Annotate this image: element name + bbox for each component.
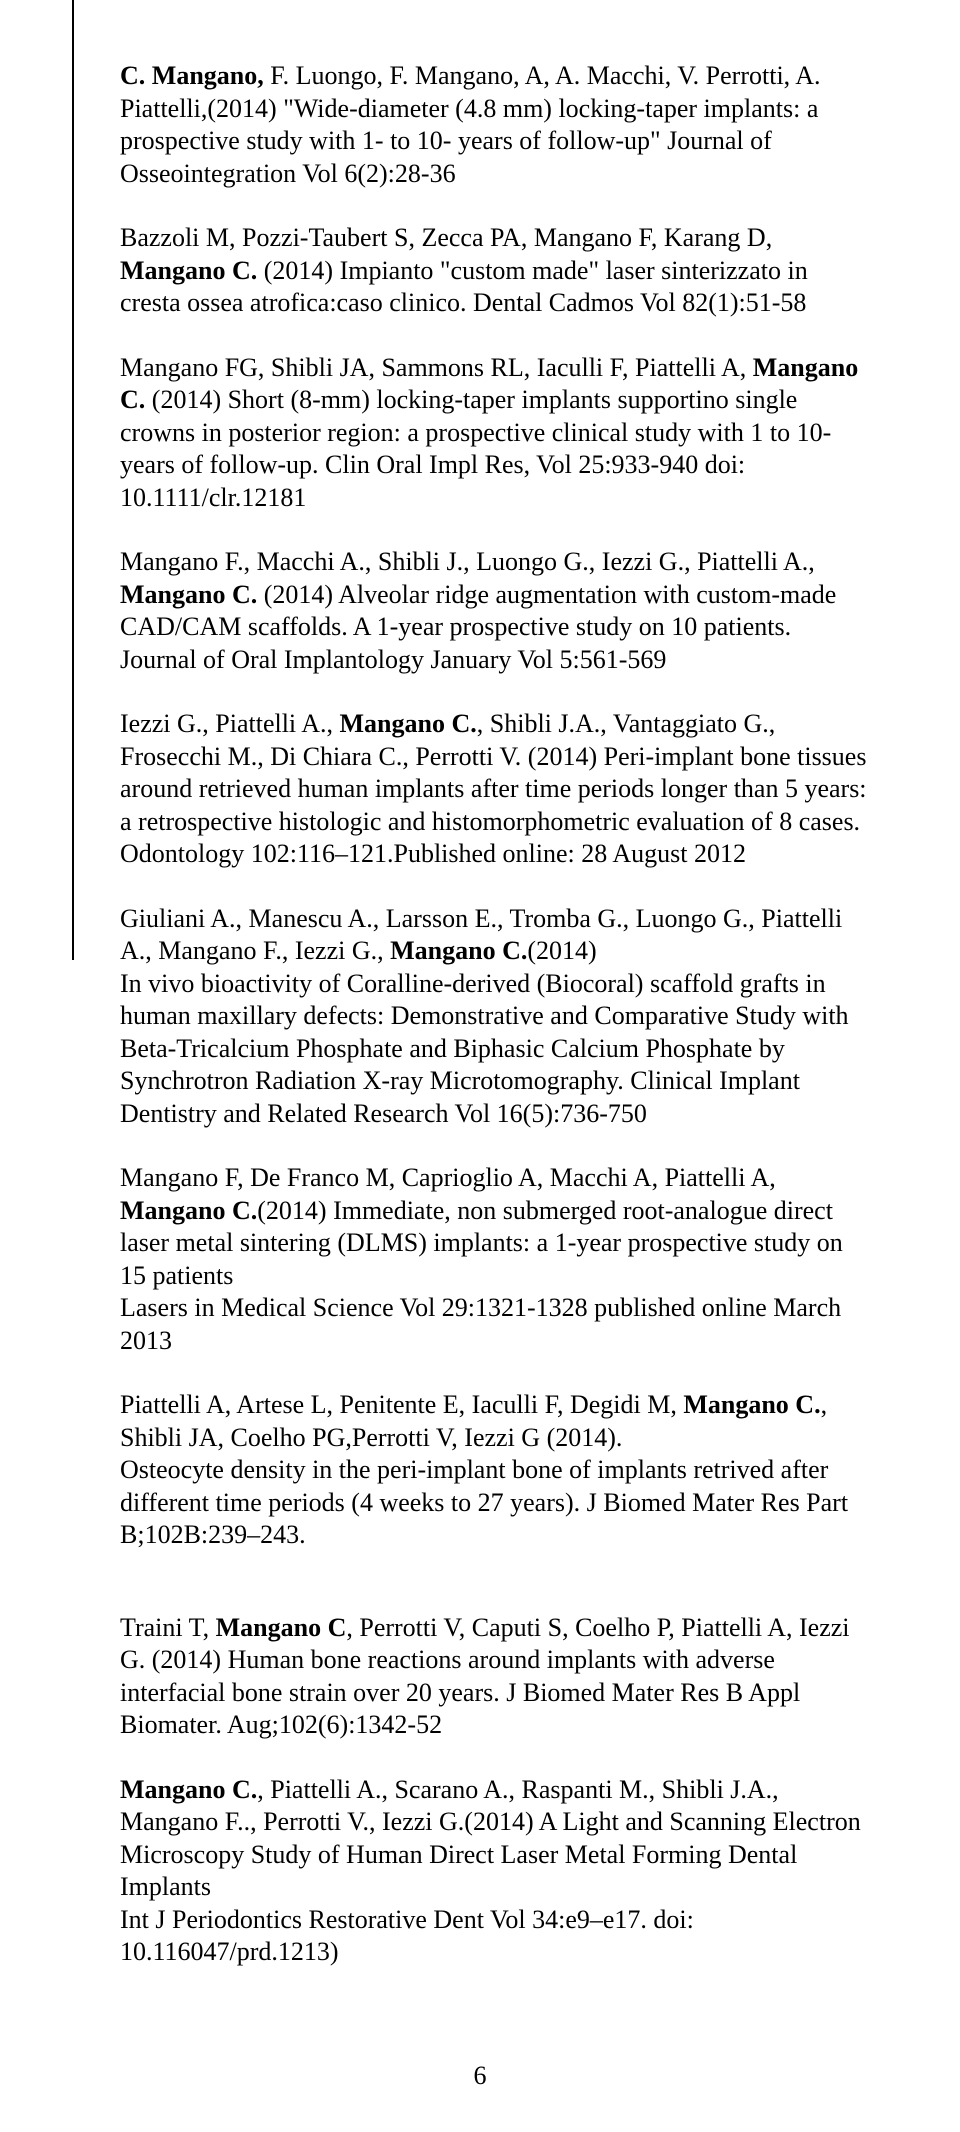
reference-entry: Mangano F., Macchi A., Shibli J., Luongo… bbox=[120, 546, 870, 676]
reference-entry: Bazzoli M, Pozzi-Taubert S, Zecca PA, Ma… bbox=[120, 222, 870, 320]
reference-entry: Traini T, Mangano C, Perrotti V, Caputi … bbox=[120, 1612, 870, 1742]
reference-entry: Iezzi G., Piattelli A., Mangano C., Shib… bbox=[120, 708, 870, 871]
page: C. Mangano, F. Luongo, F. Mangano, A, A.… bbox=[0, 0, 960, 2132]
reference-entry: Mangano C., Piattelli A., Scarano A., Ra… bbox=[120, 1774, 870, 1969]
reference-entry: Giuliani A., Manescu A., Larsson E., Tro… bbox=[120, 903, 870, 1131]
left-margin-rule bbox=[72, 0, 74, 960]
reference-entry: Mangano F, De Franco M, Caprioglio A, Ma… bbox=[120, 1162, 870, 1357]
reference-entry: Mangano FG, Shibli JA, Sammons RL, Iacul… bbox=[120, 352, 870, 515]
page-number: 6 bbox=[0, 2060, 960, 2093]
reference-entry: Piattelli A, Artese L, Penitente E, Iacu… bbox=[120, 1389, 870, 1552]
reference-entry: C. Mangano, F. Luongo, F. Mangano, A, A.… bbox=[120, 60, 870, 190]
